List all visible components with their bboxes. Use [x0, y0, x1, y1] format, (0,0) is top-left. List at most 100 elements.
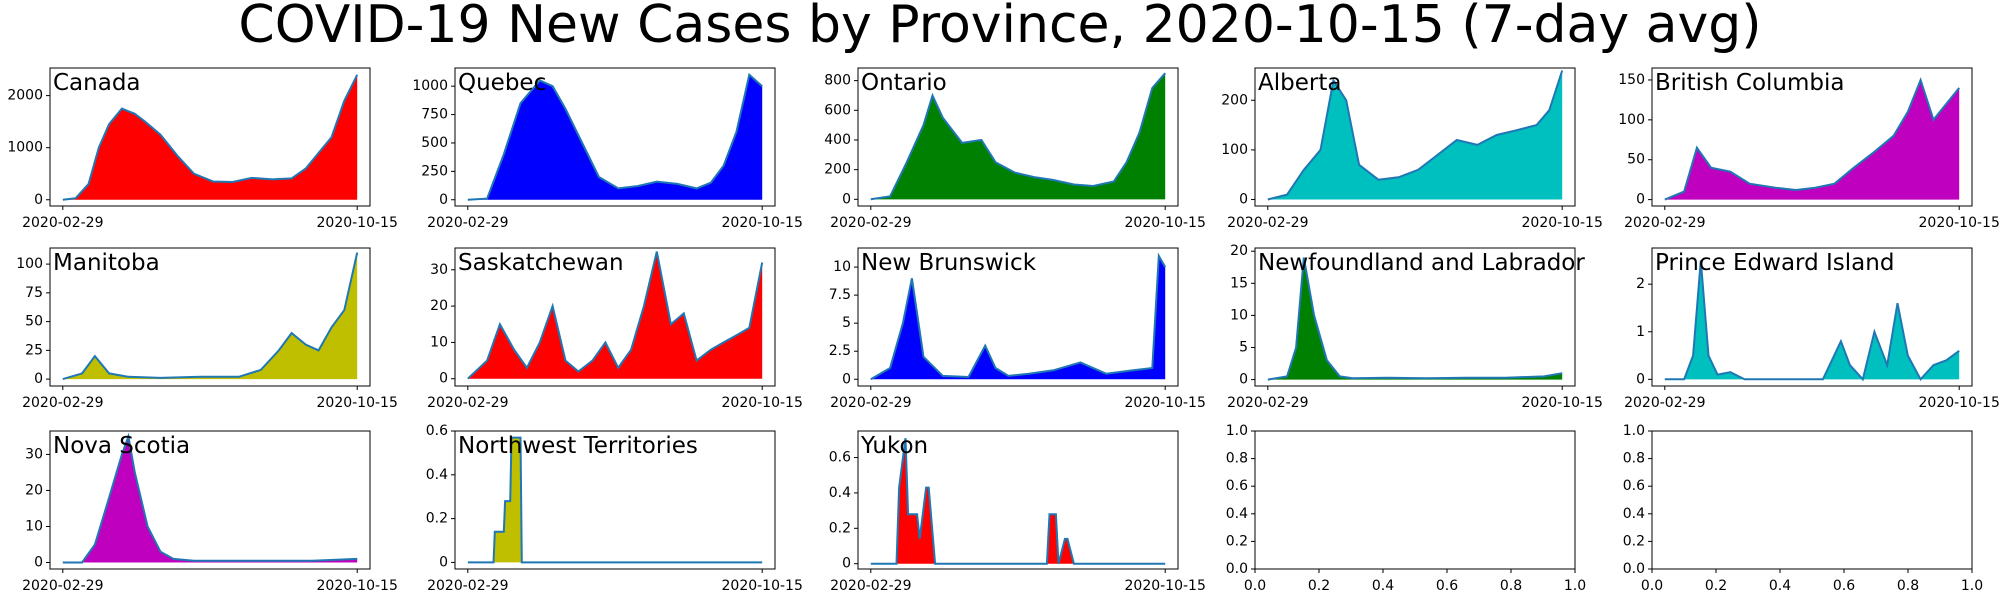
y-tick-label: 0.2 [1623, 533, 1645, 549]
area-fill [1267, 257, 1563, 380]
y-tick-label: 0.4 [1623, 506, 1645, 522]
y-tick-label: 30 [25, 446, 43, 462]
y-tick-label: 10 [1230, 307, 1248, 323]
y-tick-label: 0.8 [1623, 451, 1645, 467]
x-tick-label: 0.6 [1833, 578, 1855, 594]
area-fill [62, 74, 358, 200]
x-tick-label: 2020-02-29 [830, 395, 911, 411]
panel-label: Northwest Territories [458, 433, 698, 459]
series-line [1267, 70, 1564, 201]
y-tick-label: 1000 [412, 78, 448, 94]
area-fill [467, 74, 763, 200]
y-tick-label: 7.5 [829, 287, 851, 303]
y-tick-label: 10 [833, 259, 851, 275]
series-line [1664, 260, 1960, 382]
panel-quebec: 0 250 500 750 1000 2020-02-29 2020-10-15 Quebec [412, 67, 803, 231]
y-tick-label: 200 [824, 162, 851, 178]
y-tick-label: 0.2 [1226, 533, 1248, 549]
panel-label: Quebec [458, 70, 546, 96]
axes-frame [857, 430, 1179, 570]
x-tick-label: 0.8 [1500, 578, 1522, 594]
panel-alberta: 0 100 200 2020-02-29 2020-10-15 Alberta [1221, 67, 1603, 231]
y-tick-label: 0 [439, 192, 448, 208]
y-tick-label: 1 [1636, 324, 1645, 340]
y-tick-label: 2000 [7, 88, 43, 104]
panel-newfoundland-and-labrador: 0 5 10 15 20 2020-02-29 2020-10-15 Newfoundland… [1227, 243, 1603, 411]
y-tick-label: 10 [430, 334, 448, 350]
x-tick-label: 2020-10-15 [1125, 578, 1206, 594]
x-tick-label: 2020-10-15 [722, 215, 803, 231]
panel-label: Manitoba [53, 250, 160, 276]
y-tick-label: 0 [34, 192, 43, 208]
y-tick-label: 100 [1221, 142, 1248, 158]
y-tick-label: 600 [824, 102, 851, 118]
x-tick-label: 2020-02-29 [1624, 395, 1705, 411]
y-tick-label: 1000 [7, 140, 43, 156]
x-tick-label: 2020-02-29 [22, 578, 103, 594]
y-tick-label: 5 [842, 315, 851, 331]
panel-label: Yukon [860, 433, 928, 459]
x-tick-label: 2020-10-15 [722, 395, 803, 411]
y-tick-label: 200 [1221, 92, 1248, 108]
axes-frame [1651, 430, 1973, 570]
panel-ontario: 0 200 400 600 800 2020-02-29 2020-10-15 Ontario [824, 67, 1206, 231]
x-tick-label: 2020-10-15 [1919, 215, 2000, 231]
area-fill [1664, 80, 1960, 200]
y-tick-label: 800 [824, 73, 851, 89]
panel-northwest-territories: 0 0.2 0.4 0.6 2020-02-29 2020-10-15 Northwest … [426, 423, 803, 594]
y-tick-label: 400 [824, 132, 851, 148]
x-tick-label: 2020-02-29 [22, 215, 103, 231]
axes-frame [1254, 67, 1576, 207]
x-tick-label: 0.0 [1641, 578, 1663, 594]
y-tick-label: 30 [430, 262, 448, 278]
x-tick-label: 2020-10-15 [1919, 395, 2000, 411]
y-tick-label: 0.4 [1226, 506, 1248, 522]
panel-label: British Columbia [1655, 70, 1845, 96]
y-tick-label: 0 [842, 371, 851, 387]
panel-label: Saskatchewan [458, 250, 624, 276]
axes-frame [49, 247, 371, 387]
y-tick-label: 0 [1239, 192, 1248, 208]
panel-nova-scotia: 0 10 20 30 2020-02-29 2020-10-15 Nova Scotia [22, 430, 398, 594]
y-tick-label: 0 [439, 371, 448, 387]
axes-frame [1254, 430, 1576, 570]
y-tick-label: 0 [1636, 192, 1645, 208]
series-line [870, 72, 1166, 201]
y-tick-label: 20 [430, 298, 448, 314]
series-line [467, 251, 764, 380]
y-tick-label: 0.2 [426, 511, 448, 527]
y-tick-label: 25 [25, 342, 43, 358]
series-line [467, 436, 763, 564]
axes-frame [454, 430, 776, 570]
y-tick-label: 500 [421, 135, 448, 151]
series-line [62, 252, 359, 381]
series-line [467, 72, 763, 201]
x-tick-label: 2020-10-15 [1125, 215, 1206, 231]
x-tick-label: 2020-10-15 [317, 578, 398, 594]
panel-label: Alberta [1258, 70, 1341, 96]
y-tick-label: 0.0 [1226, 561, 1248, 577]
x-tick-label: 2020-02-29 [830, 215, 911, 231]
area-fill [62, 252, 358, 380]
area-fill [62, 436, 358, 563]
y-tick-label: 0.6 [1226, 478, 1248, 494]
x-tick-label: 0.4 [1769, 578, 1791, 594]
panel-label: Nova Scotia [53, 433, 190, 459]
series-line [62, 432, 358, 564]
series-line [1664, 77, 1960, 201]
x-tick-label: 2020-02-29 [427, 578, 508, 594]
series-line [1267, 257, 1563, 381]
x-tick-label: 2020-10-15 [317, 395, 398, 411]
x-tick-label: 2020-02-29 [1624, 215, 1705, 231]
empty-axes-2: 0.0 0.2 0.4 0.6 0.8 1.0 0.0 0.2 0.4 0.6 0.8 1.0 [1623, 423, 1983, 594]
y-tick-label: 1.0 [1226, 423, 1248, 439]
axes-frame [1254, 247, 1576, 387]
y-tick-label: 20 [1230, 243, 1248, 259]
x-tick-label: 2020-02-29 [1227, 215, 1308, 231]
y-tick-label: 0.4 [426, 467, 448, 483]
panel-label: New Brunswick [861, 250, 1037, 276]
y-tick-label: 5 [1239, 339, 1248, 355]
panel-manitoba: 0 25 50 75 100 2020-02-29 2020-10-15 Manitoba [16, 247, 398, 411]
